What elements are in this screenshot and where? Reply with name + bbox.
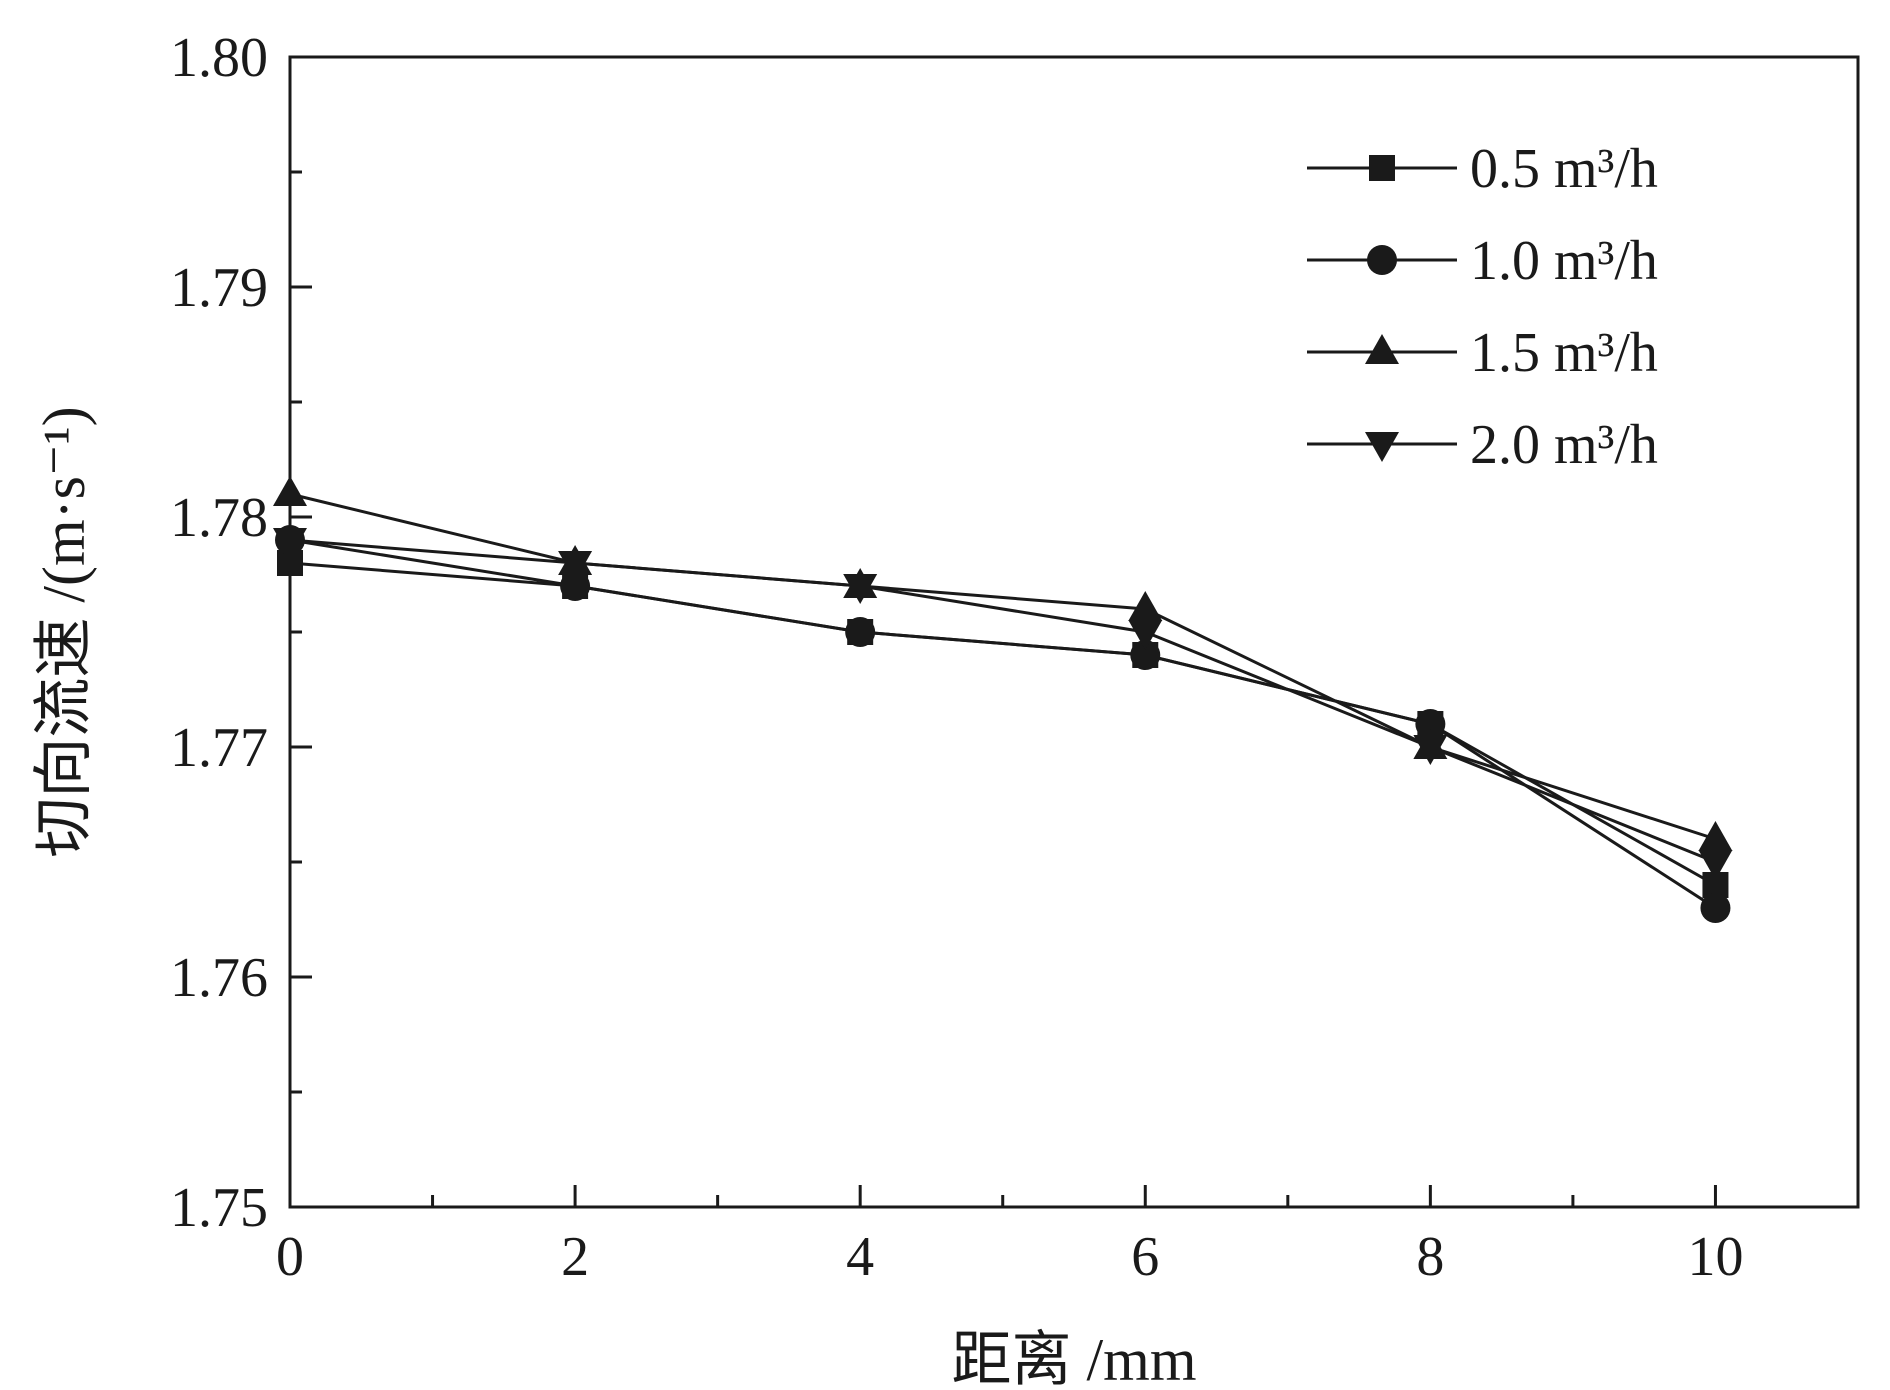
data-point-triangle-down: [558, 551, 593, 581]
x-tick-label: 6: [1131, 1226, 1159, 1288]
y-tick-label: 1.76: [170, 947, 268, 1009]
data-point-circle: [1700, 893, 1731, 923]
data-point-triangle-down: [843, 574, 878, 604]
plot-frame: [288, 55, 1860, 1209]
series-line: [289, 538, 1717, 910]
x-axis-title: 距离 /mm: [951, 1327, 1196, 1390]
data-point-triangle-down: [1413, 735, 1448, 765]
x-tick-label: 0: [276, 1226, 304, 1288]
x-tick-label: 4: [846, 1226, 874, 1288]
data-point-triangle-down: [1365, 432, 1399, 462]
tick-labels: 0 2 4 6 8 10 1.75 1.76 1.77 1.78 1.79 1.80: [170, 27, 1743, 1288]
y-tick-label: 1.77: [170, 717, 268, 779]
data-point-circle: [1415, 709, 1446, 739]
data-point-circle: [1367, 245, 1397, 275]
x-tick-label: 2: [561, 1226, 589, 1288]
legend-label: 1.0 m³/h: [1470, 230, 1658, 292]
y-tick-label: 1.80: [170, 27, 268, 89]
series-line: [289, 492, 1716, 841]
data-point-square: [1369, 155, 1395, 181]
y-tick-label: 1.78: [170, 487, 268, 549]
data-point-triangle-down: [1128, 620, 1163, 650]
legend: 0.5 m³/h 1.0 m³/h 1.5 m³/h 2.0 m³/h: [1307, 138, 1658, 476]
data-point-circle: [845, 617, 876, 647]
data-point-circle: [560, 571, 591, 601]
data-point-circle: [1130, 640, 1161, 670]
data-point-triangle-down: [1698, 850, 1733, 880]
data-point-triangle-up: [1698, 821, 1733, 851]
x-tick-label: 8: [1416, 1226, 1444, 1288]
legend-label: 1.5 m³/h: [1470, 322, 1658, 384]
y-tick-label: 1.75: [170, 1177, 268, 1239]
x-tick-label: 10: [1687, 1226, 1743, 1288]
legend-label: 2.0 m³/h: [1470, 414, 1658, 476]
legend-label: 0.5 m³/h: [1470, 138, 1658, 200]
series-line: [289, 538, 1717, 864]
data-point-triangle-up: [1365, 334, 1399, 364]
y-tick-label: 1.79: [170, 257, 268, 319]
data-point-triangle-up: [1128, 591, 1163, 621]
y-axis-title: 切向流速 /(m·s⁻¹): [31, 406, 97, 857]
